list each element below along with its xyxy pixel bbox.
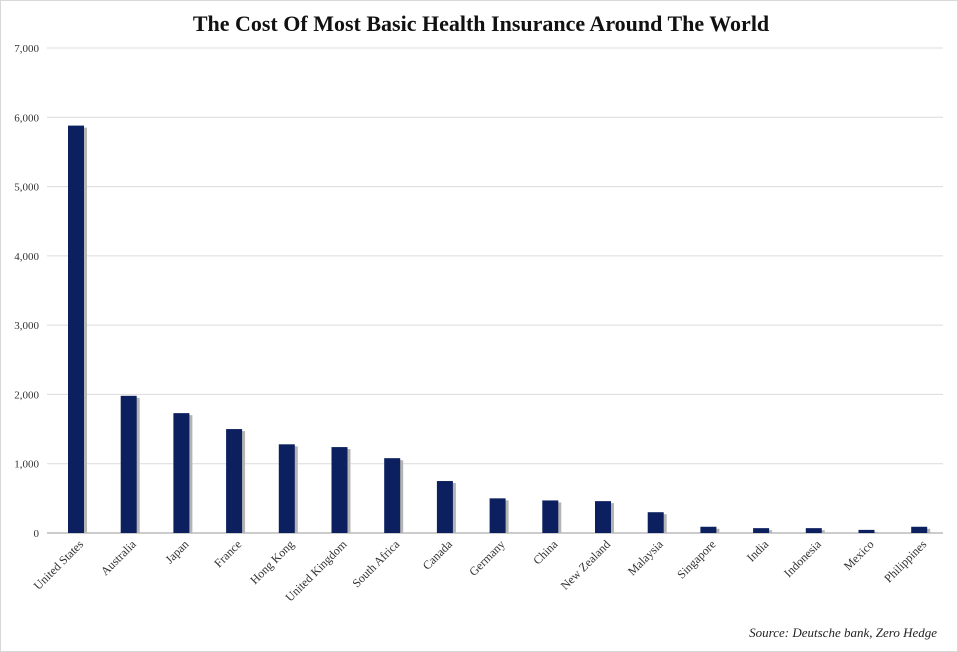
bar <box>647 512 664 533</box>
x-tick-label: Indonesia <box>781 537 824 580</box>
bar <box>542 500 559 533</box>
x-tick-label: China <box>530 537 561 568</box>
x-tick-label: Germany <box>466 537 507 578</box>
bar <box>120 395 137 533</box>
bar <box>384 458 401 533</box>
x-tick-label: South Africa <box>349 537 403 591</box>
x-tick-label: Singapore <box>674 537 718 581</box>
bar <box>68 125 84 533</box>
x-tick-label: Mexico <box>841 537 877 573</box>
bar <box>278 444 295 533</box>
bar <box>226 429 243 533</box>
x-tick-label: Japan <box>162 537 191 566</box>
bar <box>331 447 348 533</box>
x-tick-label: Philippines <box>881 537 929 585</box>
x-tick-label: France <box>211 537 244 570</box>
bar <box>595 501 611 533</box>
bar <box>489 498 506 533</box>
y-tick-label: 7,000 <box>14 43 39 55</box>
y-tick-label: 6,000 <box>14 112 39 124</box>
source-note: Source: Deutsche bank, Zero Hedge <box>749 625 937 640</box>
y-tick-label: 1,000 <box>14 459 39 471</box>
gridlines <box>47 47 943 534</box>
x-tick-label: Malaysia <box>625 537 666 578</box>
y-tick-label: 5,000 <box>14 182 39 194</box>
bar <box>436 481 453 533</box>
x-tick-label: Hong Kong <box>247 537 297 587</box>
bar <box>753 528 770 533</box>
y-tick-label: 2,000 <box>14 389 39 401</box>
x-tick-label: New Zealand <box>558 537 613 592</box>
bar <box>805 528 822 533</box>
bar <box>700 526 717 533</box>
chart-title: The Cost Of Most Basic Health Insurance … <box>193 11 769 36</box>
y-tick-label: 3,000 <box>14 320 39 332</box>
y-tick-label: 4,000 <box>14 251 39 263</box>
bar <box>858 529 875 533</box>
y-tick-label: 0 <box>34 528 40 540</box>
x-tick-label: Australia <box>98 537 139 578</box>
x-tick-label: United States <box>31 537 87 593</box>
bar <box>173 413 190 533</box>
x-tick-label: India <box>744 537 772 565</box>
bars <box>68 125 931 533</box>
bar <box>911 526 928 533</box>
x-tick-label: Canada <box>420 537 456 573</box>
y-axis-ticks: 0 1,000 2,000 3,000 4,000 5,000 6,000 7,000 <box>14 43 39 540</box>
x-axis-ticks: United States Australia Japan France Hong Ko… <box>31 537 930 605</box>
